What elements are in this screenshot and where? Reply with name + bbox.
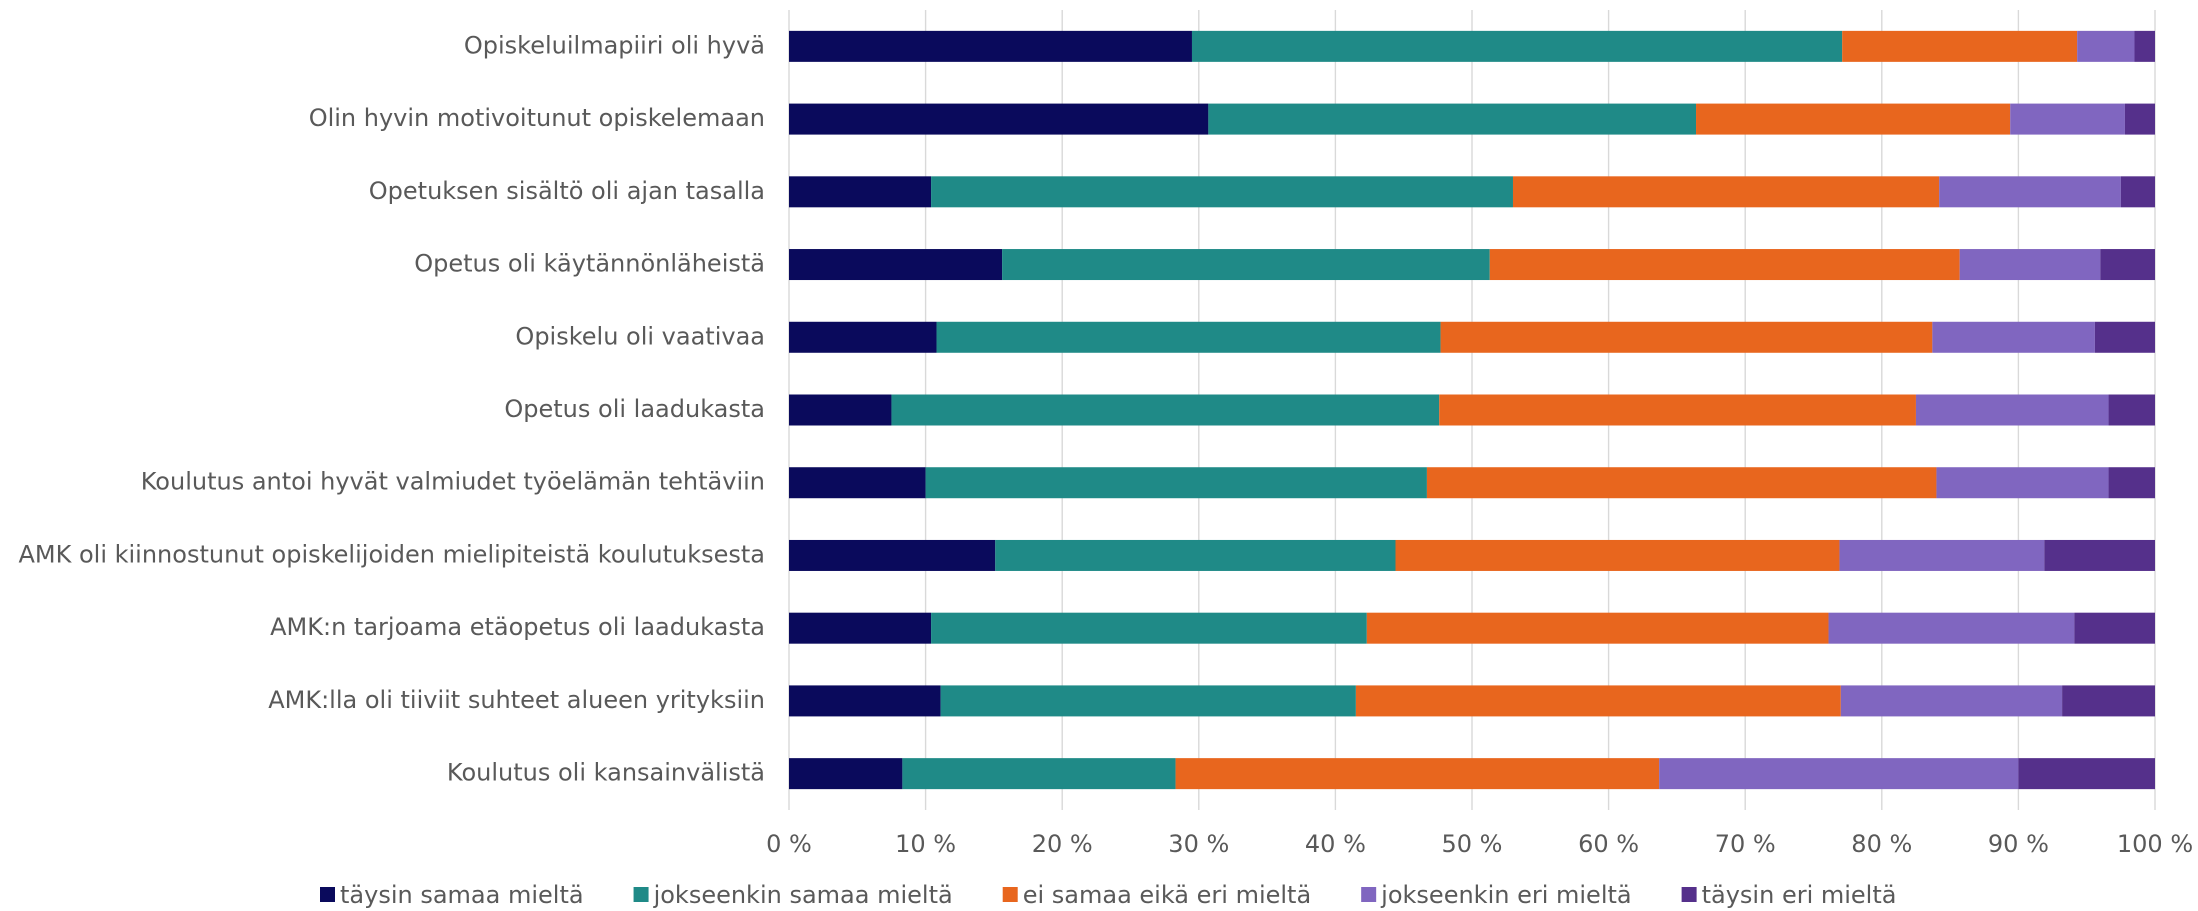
y-tick-label: Opetuksen sisältö oli ajan tasalla xyxy=(369,177,765,205)
bar-segment xyxy=(1439,394,1916,426)
bar-segment xyxy=(1828,612,2075,644)
y-tick-label: Opiskelu oli vaativaa xyxy=(515,322,765,350)
bar-segment xyxy=(940,685,1356,717)
legend-label: jokseenkin samaa mieltä xyxy=(653,881,953,909)
bar-segment xyxy=(789,103,1209,135)
legend-label: jokseenkin eri mieltä xyxy=(1380,881,1631,909)
bar-segment xyxy=(789,467,926,499)
y-tick-label: Opiskeluilmapiiri oli hyvä xyxy=(464,31,765,59)
bar-segment xyxy=(1939,176,2121,208)
bar-segment xyxy=(925,467,1427,499)
bar-segment xyxy=(2124,103,2155,135)
bar-segment xyxy=(1175,758,1660,790)
legend-swatch xyxy=(1002,887,1018,902)
y-tick-label: Koulutus antoi hyvät valmiudet työelämän… xyxy=(141,468,765,496)
bar-segment xyxy=(1932,321,2095,353)
bar-segment xyxy=(1208,103,1697,135)
bar-segment xyxy=(1840,685,2063,717)
legend-swatch xyxy=(320,887,335,902)
x-tick-label: 80 % xyxy=(1851,830,1912,858)
y-tick-label: Koulutus oli kansainvälistä xyxy=(447,759,765,787)
bar-segment xyxy=(1839,539,2045,571)
bar-segment xyxy=(1366,612,1829,644)
bar-segment xyxy=(2074,612,2155,644)
legend-label: ei samaa eikä eri mieltä xyxy=(1023,881,1311,909)
bar-segment xyxy=(1426,467,1937,499)
x-tick-label: 0 % xyxy=(766,830,812,858)
x-tick-label: 20 % xyxy=(1032,830,1093,858)
bar-segment xyxy=(2018,758,2155,790)
bar-segment xyxy=(2134,30,2155,62)
bar-segment xyxy=(789,612,932,644)
y-tick-label: Opetus oli käytännönläheistä xyxy=(414,250,765,278)
bar-segment xyxy=(2120,176,2155,208)
bar-segment xyxy=(789,176,932,208)
bar-segment xyxy=(2108,467,2155,499)
legend-swatch xyxy=(1681,887,1697,902)
bar-segment xyxy=(1696,103,2011,135)
x-tick-label: 30 % xyxy=(1168,830,1229,858)
bar-segment xyxy=(891,394,1440,426)
legend-label: täysin samaa mieltä xyxy=(340,881,584,909)
x-tick-label: 70 % xyxy=(1715,830,1776,858)
bar-segment xyxy=(789,539,996,571)
bar-segment xyxy=(931,612,1367,644)
x-tick-label: 60 % xyxy=(1578,830,1639,858)
y-tick-label: AMK:n tarjoama etäopetus oli laadukasta xyxy=(270,613,765,641)
x-tick-label: 10 % xyxy=(895,830,956,858)
bar-segment xyxy=(1002,249,1490,281)
bar-segment xyxy=(1489,249,1960,281)
bar-segment xyxy=(1659,758,2019,790)
legend-swatch xyxy=(1361,887,1377,902)
bar-segment xyxy=(789,758,903,790)
bar-segment xyxy=(789,30,1192,62)
bar-segment xyxy=(789,321,937,353)
bar-segment xyxy=(789,685,941,717)
bar-segment xyxy=(902,758,1176,790)
bar-segment xyxy=(1355,685,1841,717)
bar-segment xyxy=(2062,685,2155,717)
legend-label: täysin eri mieltä xyxy=(1702,881,1897,909)
bar-segment xyxy=(1395,539,1840,571)
bar-segment xyxy=(789,394,892,426)
bar-segment xyxy=(1915,394,2109,426)
y-tick-label: Opetus oli laadukasta xyxy=(504,395,765,423)
bar-segment xyxy=(1936,467,2109,499)
x-tick-label: 100 % xyxy=(2117,830,2193,858)
bar-segment xyxy=(2044,539,2155,571)
bar-segment xyxy=(1842,30,2078,62)
bar-segment xyxy=(1959,249,2101,281)
bar-segment xyxy=(2077,30,2135,62)
legend-swatch xyxy=(633,887,649,902)
bar-segment xyxy=(995,539,1396,571)
y-tick-label: AMK:lla oli tiiviit suhteet alueen yrity… xyxy=(268,686,765,714)
bar-segment xyxy=(2100,249,2155,281)
bar-segment xyxy=(936,321,1441,353)
x-tick-label: 50 % xyxy=(1442,830,1503,858)
bar-segment xyxy=(931,176,1513,208)
bar-segment xyxy=(2094,321,2155,353)
bar-segment xyxy=(789,249,1003,281)
bar-segment xyxy=(1512,176,1940,208)
bar-segment xyxy=(2108,394,2155,426)
y-tick-label: Olin hyvin motivoitunut opiskelemaan xyxy=(309,104,765,132)
bar-segment xyxy=(2010,103,2125,135)
x-tick-label: 40 % xyxy=(1305,830,1366,858)
bar-segment xyxy=(1191,30,1843,62)
y-tick-label: AMK oli kiinnostunut opiskelijoiden miel… xyxy=(18,540,765,568)
bar-segment xyxy=(1440,321,1933,353)
x-tick-label: 90 % xyxy=(1988,830,2049,858)
